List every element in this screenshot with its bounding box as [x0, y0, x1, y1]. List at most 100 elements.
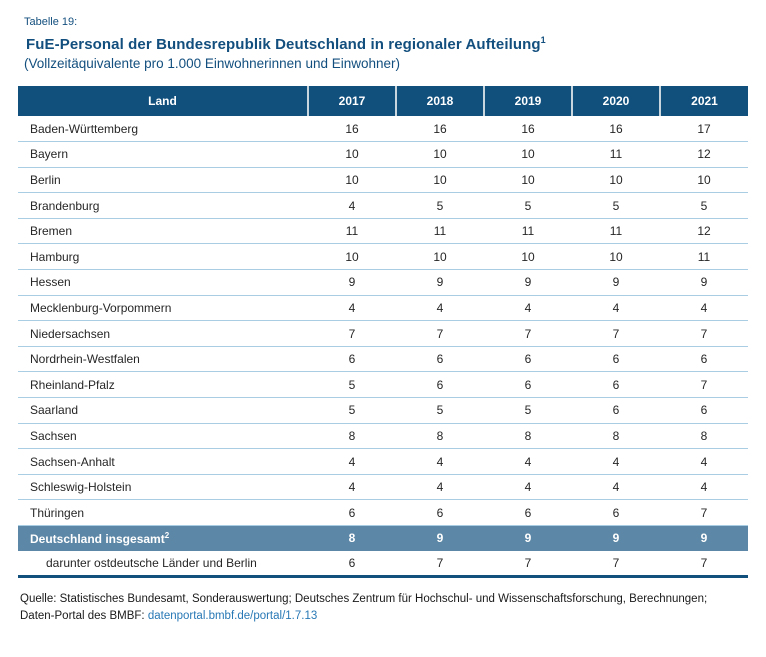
value-cell: 11 [484, 218, 572, 245]
land-name: Thüringen [18, 499, 308, 526]
land-name: Baden-Württemberg [18, 116, 308, 143]
table-row: Mecklenburg-Vorpommern 4 4 4 4 4 [18, 295, 748, 322]
value-cell: 17 [660, 116, 748, 143]
value-cell: 6 [396, 499, 484, 526]
value-cell: 5 [484, 192, 572, 219]
value-cell: 16 [572, 116, 660, 143]
value-cell: 10 [308, 167, 396, 194]
value-cell: 6 [396, 346, 484, 373]
table-header: Land 2017 2018 2019 2020 2021 [18, 86, 748, 116]
land-name: darunter ostdeutsche Länder und Berlin [46, 556, 257, 571]
table-row-total: Deutschland insgesamt2 8 9 9 9 9 [18, 525, 748, 552]
column-header-land: Land [18, 86, 308, 116]
value-cell: 10 [484, 243, 572, 271]
value-cell: 9 [660, 269, 748, 296]
column-header-year: 2020 [571, 86, 660, 116]
land-name: Mecklenburg-Vorpommern [18, 295, 308, 322]
land-name: Berlin [18, 167, 308, 194]
row-footnote-marker: 2 [164, 530, 170, 540]
source-link[interactable]: datenportal.bmbf.de/portal/1.7.13 [147, 610, 318, 623]
value-cell: 6 [660, 346, 748, 373]
land-name: Schleswig-Holstein [18, 474, 308, 501]
value-cell: 4 [572, 448, 660, 475]
table-row: Nordrhein-Westfalen 6 6 6 6 6 [18, 346, 748, 373]
land-name: Nordrhein-Westfalen [18, 346, 308, 373]
column-header-year: 2021 [659, 86, 748, 116]
value-cell: 6 [572, 397, 660, 424]
value-cell: 8 [572, 423, 660, 450]
title-footnote-marker: 1 [540, 35, 546, 45]
value-cell: 10 [396, 141, 484, 168]
source-line1: Quelle: Statistisches Bundesamt, Sondera… [20, 593, 708, 606]
value-cell: 9 [308, 269, 396, 296]
data-table: Land 2017 2018 2019 2020 2021 Baden-Württembe… [18, 86, 748, 579]
land-name: Hamburg [18, 243, 308, 271]
table-row: Bremen 11 11 11 11 12 [18, 218, 748, 245]
column-header-year: 2019 [483, 86, 572, 116]
value-cell: 7 [612, 556, 620, 571]
table-row: Hessen 9 9 9 9 9 [18, 269, 748, 296]
value-cell: 16 [396, 116, 484, 143]
table-body: Baden-Württemberg 16 16 16 16 17 Bayern 10 10 10 1… [18, 116, 748, 577]
value-cell: 5 [396, 397, 484, 424]
value-cell: 6 [484, 346, 572, 373]
value-cell: 9 [484, 525, 572, 552]
table-row: Baden-Württemberg 16 16 16 16 17 [18, 116, 748, 143]
value-cell: 9 [572, 269, 660, 296]
land-name: Bayern [18, 141, 308, 168]
value-cell: 7 [396, 320, 484, 347]
value-cell: 12 [660, 218, 748, 245]
value-cell: 4 [660, 474, 748, 501]
value-cell: 10 [484, 167, 572, 194]
value-cell: 8 [484, 423, 572, 450]
value-cell: 4 [308, 295, 396, 322]
table-label: Tabelle 19: [24, 16, 78, 28]
table-row: Saarland 5 5 5 6 6 [18, 397, 748, 424]
column-header-year: 2017 [307, 86, 396, 116]
value-cell: 10 [396, 167, 484, 194]
value-cell: 6 [308, 499, 396, 526]
value-cell: 7 [524, 556, 532, 571]
value-cell: 7 [572, 320, 660, 347]
value-cell: 7 [436, 556, 444, 571]
value-cell: 4 [572, 295, 660, 322]
value-cell: 5 [396, 192, 484, 219]
table-row: Thüringen 6 6 6 6 7 [18, 499, 748, 526]
document-page: Tabelle 19: FuE-Personal der Bundesrepub… [18, 16, 748, 623]
value-cell: 9 [396, 525, 484, 552]
value-cell: 5 [572, 192, 660, 219]
value-cell: 11 [396, 218, 484, 245]
value-cell: 4 [484, 474, 572, 501]
land-name: Hessen [18, 269, 308, 296]
value-cell: 4 [308, 474, 396, 501]
value-cell: 4 [308, 448, 396, 475]
value-cell: 7 [660, 499, 748, 526]
value-cell: 4 [396, 474, 484, 501]
table-row: Schleswig-Holstein 4 4 4 4 4 [18, 474, 748, 501]
value-cell: 10 [308, 243, 396, 271]
value-cell: 6 [572, 499, 660, 526]
land-name: Sachsen-Anhalt [18, 448, 308, 475]
value-cell: 10 [484, 141, 572, 168]
table-row: Rheinland-Pfalz 5 6 6 6 7 [18, 371, 748, 399]
value-cell: 4 [660, 448, 748, 475]
page-title-text: FuE-Personal der Bundesrepublik Deutschl… [26, 36, 541, 53]
value-cell: 9 [484, 269, 572, 296]
value-cell: 4 [572, 474, 660, 501]
page-title: FuE-Personal der Bundesrepublik Deutschl… [26, 35, 748, 53]
land-name: Rheinland-Pfalz [18, 371, 308, 399]
table-row: Hamburg 10 10 10 10 11 [18, 243, 748, 271]
value-cell: 5 [484, 397, 572, 424]
value-cell: 8 [308, 423, 396, 450]
value-cell: 11 [660, 243, 748, 271]
value-cell: 4 [396, 295, 484, 322]
table-row: Bayern 10 10 10 11 12 [18, 141, 748, 168]
value-cell: 11 [308, 218, 396, 245]
value-cell: 5 [660, 192, 748, 219]
value-cell: 6 [572, 346, 660, 373]
value-cell: 16 [484, 116, 572, 143]
value-cell: 6 [308, 346, 396, 373]
value-cell: 6 [484, 499, 572, 526]
value-cell: 8 [308, 525, 396, 552]
value-cell: 11 [572, 141, 660, 168]
